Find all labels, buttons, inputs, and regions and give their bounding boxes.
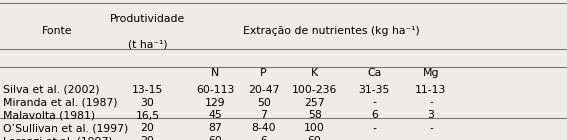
- Text: 100: 100: [304, 123, 325, 133]
- Text: 7: 7: [260, 110, 267, 121]
- Text: 50: 50: [257, 98, 270, 108]
- Text: 58: 58: [308, 110, 321, 121]
- Text: 87: 87: [209, 123, 222, 133]
- Text: K: K: [311, 68, 318, 78]
- Text: Fonte: Fonte: [41, 26, 72, 37]
- Text: Lorenzi et al. (1997): Lorenzi et al. (1997): [3, 136, 112, 140]
- Text: 13-15: 13-15: [132, 85, 163, 95]
- Text: 129: 129: [205, 98, 226, 108]
- Text: Miranda et al. (1987): Miranda et al. (1987): [3, 98, 117, 108]
- Text: 16,5: 16,5: [136, 110, 159, 121]
- Text: -: -: [429, 123, 433, 133]
- Text: Malavolta (1981): Malavolta (1981): [3, 110, 95, 121]
- Text: 20: 20: [141, 123, 154, 133]
- Text: N: N: [211, 68, 219, 78]
- Text: 3: 3: [428, 110, 434, 121]
- Text: 100-236: 100-236: [292, 85, 337, 95]
- Text: 45: 45: [209, 110, 222, 121]
- Text: 30: 30: [141, 98, 154, 108]
- Text: 20: 20: [141, 136, 154, 140]
- Text: 31-35: 31-35: [358, 85, 390, 95]
- Text: 257: 257: [304, 98, 325, 108]
- Text: Ca: Ca: [367, 68, 382, 78]
- Text: -: -: [373, 136, 376, 140]
- Text: -: -: [373, 98, 376, 108]
- Text: (t ha⁻¹): (t ha⁻¹): [128, 39, 167, 49]
- Text: 60-113: 60-113: [196, 85, 235, 95]
- Text: O’Sullivan et al. (1997): O’Sullivan et al. (1997): [3, 123, 128, 133]
- Text: Mg: Mg: [422, 68, 439, 78]
- Text: -: -: [373, 123, 376, 133]
- Text: 60: 60: [209, 136, 222, 140]
- Text: 11-13: 11-13: [415, 85, 447, 95]
- Text: -: -: [429, 98, 433, 108]
- Text: 60: 60: [308, 136, 321, 140]
- Text: Produtividade: Produtividade: [110, 14, 185, 24]
- Text: 8-40: 8-40: [251, 123, 276, 133]
- Text: Extração de nutrientes (kg ha⁻¹): Extração de nutrientes (kg ha⁻¹): [243, 26, 420, 37]
- Text: 20-47: 20-47: [248, 85, 280, 95]
- Text: -: -: [429, 136, 433, 140]
- Text: 6: 6: [260, 136, 267, 140]
- Text: Silva et al. (2002): Silva et al. (2002): [3, 85, 99, 95]
- Text: P: P: [260, 68, 267, 78]
- Text: 6: 6: [371, 110, 378, 121]
